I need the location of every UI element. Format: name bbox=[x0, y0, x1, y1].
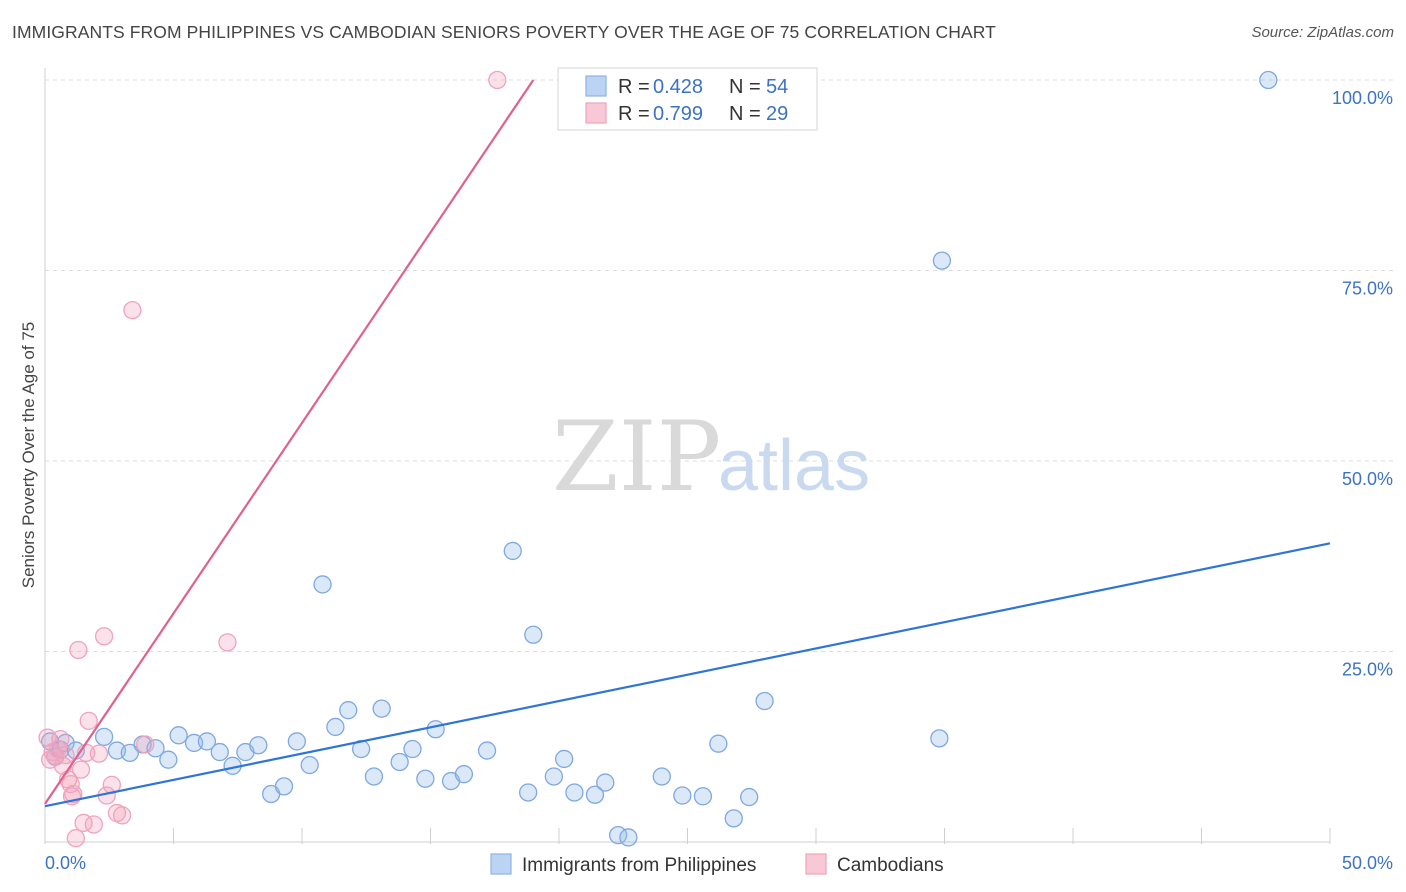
philippines-point-40 bbox=[565, 783, 584, 802]
philippines-point-29 bbox=[403, 739, 422, 759]
philippines-point-5 bbox=[94, 727, 114, 746]
philippines-point-37 bbox=[524, 625, 543, 644]
philippines-point-22 bbox=[313, 575, 332, 594]
philippines-point-24 bbox=[339, 701, 358, 720]
philippines-point-28 bbox=[390, 752, 409, 772]
legend-bottom: Immigrants from Philippines Cambodians bbox=[490, 853, 944, 876]
cambodians-point-20 bbox=[94, 627, 114, 646]
y-tick-label-50: 50.0% bbox=[1342, 469, 1393, 489]
philippines-point-54 bbox=[1259, 70, 1278, 90]
philippines-point-14 bbox=[210, 742, 229, 762]
y-axis-label: Seniors Poverty Over the Age of 75 bbox=[19, 322, 38, 588]
philippines-point-48 bbox=[709, 734, 728, 753]
legend-r-label-1: R = bbox=[618, 76, 650, 98]
y-tick-label-75: 75.0% bbox=[1342, 279, 1393, 299]
cambodians-point-27 bbox=[218, 633, 237, 652]
cambodians-point-19 bbox=[89, 744, 109, 763]
philippines-point-19 bbox=[274, 777, 294, 796]
y-tick-label-25: 25.0% bbox=[1342, 660, 1393, 680]
cambodians-point-14 bbox=[71, 760, 91, 779]
philippines-point-49 bbox=[724, 809, 743, 828]
philippines-point-51 bbox=[755, 691, 774, 711]
bottom-legend-swatch-philippines bbox=[490, 853, 512, 875]
philippines-point-46 bbox=[673, 786, 692, 805]
philippines-point-47 bbox=[693, 787, 713, 806]
philippines-point-33 bbox=[454, 765, 474, 784]
cambodians-point-18 bbox=[84, 815, 103, 834]
cambodians-point-11 bbox=[64, 784, 83, 804]
philippines-point-20 bbox=[287, 732, 307, 751]
philippines-point-44 bbox=[619, 828, 638, 847]
philippines-point-52 bbox=[930, 729, 949, 748]
series-cambodians-points bbox=[38, 70, 507, 848]
philippines-point-34 bbox=[477, 741, 497, 760]
legend-n-label-1: N = bbox=[729, 76, 761, 98]
cambodians-point-7 bbox=[56, 745, 75, 765]
trend-lines bbox=[44, 79, 1331, 808]
legend-swatch-cambodians bbox=[585, 102, 607, 124]
watermark-atlas: atlas bbox=[718, 426, 870, 506]
philippines-point-26 bbox=[364, 767, 384, 786]
x-tick-labels: 0.0% 50.0% bbox=[45, 853, 1393, 873]
legend-r-label-2: R = bbox=[618, 103, 650, 125]
philippines-point-17 bbox=[249, 736, 268, 755]
y-tick-labels: 100.0% 75.0% 50.0% 25.0% bbox=[1332, 88, 1393, 680]
watermark-zip: ZIP bbox=[552, 401, 721, 513]
philippines-point-21 bbox=[300, 755, 319, 775]
philippines-point-42 bbox=[596, 773, 615, 792]
philippines-point-30 bbox=[416, 769, 435, 788]
philippines-point-41 bbox=[585, 785, 605, 804]
chart-title: IMMIGRANTS FROM PHILIPPINES VS CAMBODIAN… bbox=[12, 22, 996, 42]
legend-n-value-1: 54 bbox=[766, 76, 788, 98]
bottom-legend-label-cambodians: Cambodians bbox=[837, 855, 944, 876]
cambodians-point-5 bbox=[51, 729, 70, 749]
legend-n-value-2: 29 bbox=[766, 103, 788, 125]
bottom-legend-swatch-cambodians bbox=[805, 853, 827, 875]
philippines-point-45 bbox=[652, 767, 671, 786]
legend-r-value-2: 0.799 bbox=[653, 103, 703, 125]
legend-swatch-philippines bbox=[585, 75, 607, 97]
philippines-point-9 bbox=[146, 739, 165, 758]
source-credit: Source: ZipAtlas.com bbox=[1251, 24, 1394, 41]
philippines-point-11 bbox=[169, 726, 188, 745]
cambodians-trend-line bbox=[44, 79, 535, 805]
cambodians-point-26 bbox=[136, 735, 155, 754]
y-tick-label-100: 100.0% bbox=[1332, 88, 1393, 108]
cambodians-point-13 bbox=[69, 640, 88, 660]
legend-n-label-2: N = bbox=[729, 103, 761, 125]
philippines-point-10 bbox=[159, 750, 178, 769]
philippines-point-38 bbox=[544, 767, 564, 786]
x-tick-label-min: 0.0% bbox=[45, 853, 86, 873]
philippines-trend-line bbox=[44, 542, 1331, 808]
axes bbox=[44, 68, 1331, 844]
philippines-point-53 bbox=[932, 251, 952, 270]
philippines-point-36 bbox=[519, 783, 538, 802]
philippines-point-23 bbox=[326, 717, 345, 737]
cambodians-point-28 bbox=[488, 70, 507, 90]
philippines-point-7 bbox=[120, 743, 139, 762]
cambodians-point-12 bbox=[66, 829, 85, 848]
cambodians-point-24 bbox=[112, 806, 132, 825]
philippines-point-39 bbox=[554, 749, 574, 769]
philippines-point-13 bbox=[197, 732, 217, 751]
philippines-point-27 bbox=[372, 699, 391, 718]
philippines-point-50 bbox=[740, 787, 759, 807]
legend-r-value-1: 0.428 bbox=[653, 76, 703, 98]
philippines-point-31 bbox=[426, 720, 445, 739]
cambodians-point-25 bbox=[123, 300, 142, 320]
x-tick-label-max: 50.0% bbox=[1342, 853, 1393, 873]
cambodians-point-17 bbox=[79, 711, 98, 730]
philippines-point-35 bbox=[503, 541, 522, 561]
series-philippines-points bbox=[40, 70, 1278, 847]
gridlines bbox=[45, 79, 1395, 652]
legend-top: R = 0.428 N = 54 R = 0.799 N = 29 bbox=[557, 67, 818, 131]
bottom-legend-label-philippines: Immigrants from Philippines bbox=[522, 855, 756, 876]
